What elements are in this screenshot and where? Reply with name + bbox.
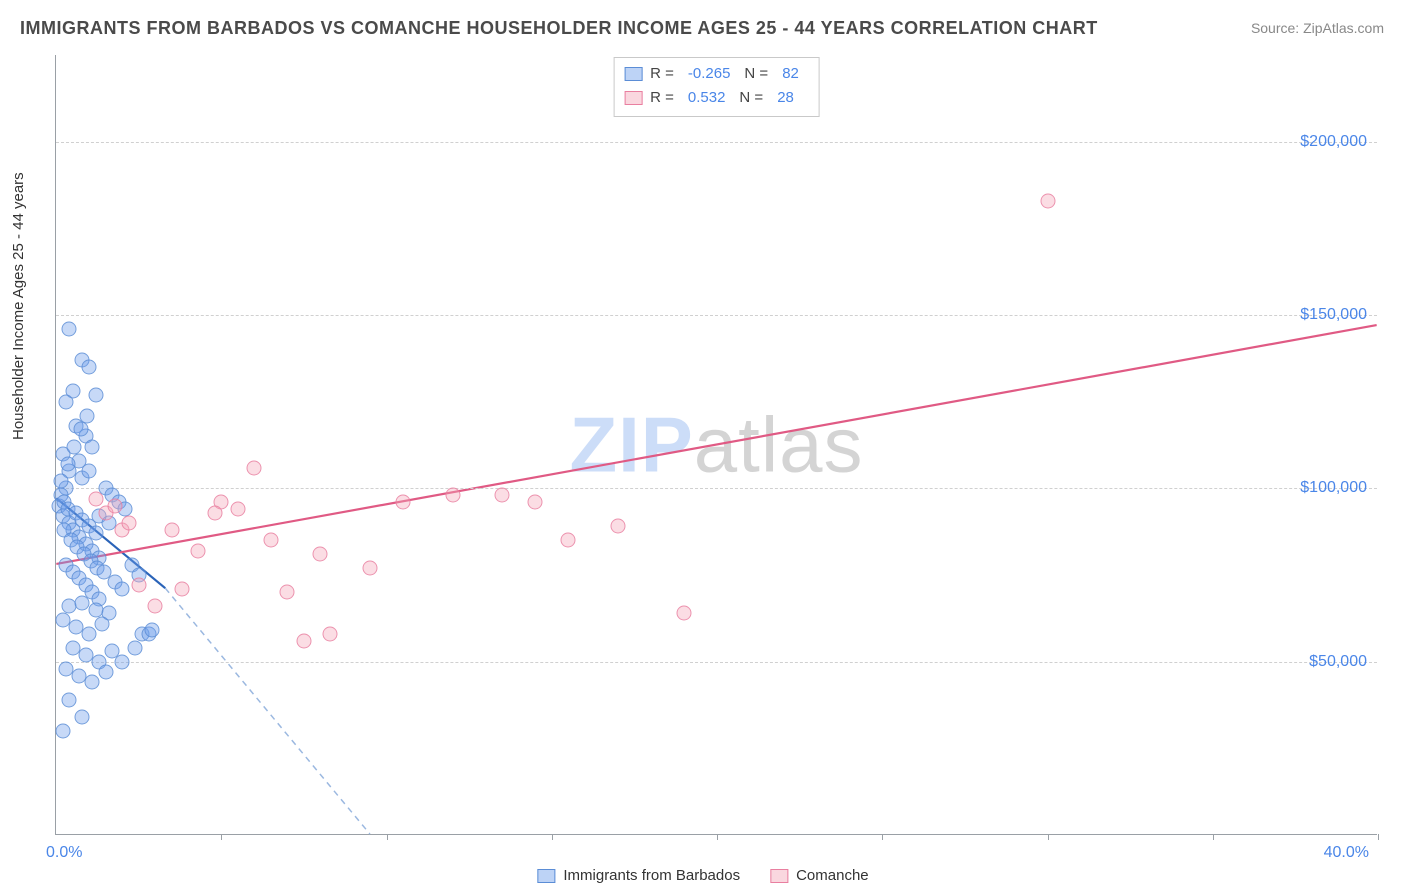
ytick-label: $150,000 — [1300, 306, 1367, 324]
ytick-label: $200,000 — [1300, 133, 1367, 151]
gridline — [56, 315, 1377, 316]
xtick — [1213, 834, 1214, 840]
data-point — [174, 581, 189, 596]
r-value-pink: 0.532 — [682, 86, 732, 110]
data-point — [396, 495, 411, 510]
x-min-label: 0.0% — [46, 844, 82, 862]
gridline — [56, 488, 1377, 489]
data-point — [144, 623, 159, 638]
data-point — [85, 675, 100, 690]
r-label: R = — [650, 62, 674, 86]
xtick — [387, 834, 388, 840]
data-point — [207, 505, 222, 520]
data-point — [362, 561, 377, 576]
data-point — [82, 360, 97, 375]
watermark: ZIPatlas — [569, 399, 863, 490]
legend-label-pink: Comanche — [796, 867, 869, 884]
data-point — [62, 692, 77, 707]
legend-row-blue: R = -0.265 N = 82 — [624, 62, 805, 86]
n-label: N = — [744, 62, 768, 86]
xtick — [1048, 834, 1049, 840]
data-point — [60, 457, 75, 472]
data-point — [85, 439, 100, 454]
trendline-extrapolated — [165, 588, 370, 834]
legend-label-blue: Immigrants from Barbados — [563, 867, 740, 884]
data-point — [263, 533, 278, 548]
r-label: R = — [650, 86, 674, 110]
data-point — [148, 599, 163, 614]
plot-area: ZIPatlas R = -0.265 N = 82 R = 0.532 N =… — [55, 55, 1377, 835]
xtick — [1378, 834, 1379, 840]
trendline — [56, 325, 1376, 564]
data-point — [108, 498, 123, 513]
data-point — [88, 526, 103, 541]
gridline — [56, 662, 1377, 663]
r-value-blue: -0.265 — [682, 62, 737, 86]
watermark-zip: ZIP — [569, 400, 693, 488]
xtick — [221, 834, 222, 840]
legend-item-pink: Comanche — [770, 867, 869, 884]
data-point — [55, 724, 70, 739]
n-value-blue: 82 — [776, 62, 805, 86]
correlation-legend: R = -0.265 N = 82 R = 0.532 N = 28 — [613, 57, 820, 117]
data-point — [88, 491, 103, 506]
data-point — [88, 387, 103, 402]
data-point — [131, 578, 146, 593]
data-point — [610, 519, 625, 534]
chart-title: IMMIGRANTS FROM BARBADOS VS COMANCHE HOU… — [20, 18, 1098, 39]
source-attribution: Source: ZipAtlas.com — [1251, 20, 1384, 36]
data-point — [676, 606, 691, 621]
data-point — [115, 581, 130, 596]
data-point — [82, 464, 97, 479]
gridline — [56, 142, 1377, 143]
n-value-pink: 28 — [771, 86, 800, 110]
data-point — [95, 616, 110, 631]
ytick-label: $50,000 — [1309, 653, 1367, 671]
data-point — [96, 564, 111, 579]
swatch-blue — [537, 869, 555, 883]
data-point — [495, 488, 510, 503]
data-point — [164, 522, 179, 537]
watermark-atlas: atlas — [694, 400, 864, 488]
trend-lines-svg — [56, 55, 1377, 834]
data-point — [53, 474, 68, 489]
series-legend: Immigrants from Barbados Comanche — [537, 867, 868, 884]
data-point — [80, 408, 95, 423]
data-point — [58, 394, 73, 409]
data-point — [82, 626, 97, 641]
swatch-blue — [624, 67, 642, 81]
x-max-label: 40.0% — [1324, 844, 1369, 862]
ytick-label: $100,000 — [1300, 479, 1367, 497]
data-point — [1040, 193, 1055, 208]
swatch-pink — [770, 869, 788, 883]
data-point — [296, 633, 311, 648]
data-point — [191, 543, 206, 558]
data-point — [73, 422, 88, 437]
data-point — [128, 640, 143, 655]
data-point — [247, 460, 262, 475]
data-point — [115, 654, 130, 669]
data-point — [75, 710, 90, 725]
xtick — [882, 834, 883, 840]
data-point — [561, 533, 576, 548]
legend-row-pink: R = 0.532 N = 28 — [624, 86, 805, 110]
swatch-pink — [624, 91, 642, 105]
data-point — [323, 626, 338, 641]
n-label: N = — [739, 86, 763, 110]
data-point — [121, 516, 136, 531]
data-point — [230, 502, 245, 517]
xtick — [717, 834, 718, 840]
y-axis-label: Householder Income Ages 25 - 44 years — [10, 172, 27, 440]
data-point — [67, 439, 82, 454]
xtick — [552, 834, 553, 840]
data-point — [62, 321, 77, 336]
legend-item-blue: Immigrants from Barbados — [537, 867, 740, 884]
data-point — [313, 547, 328, 562]
data-point — [528, 495, 543, 510]
data-point — [280, 585, 295, 600]
data-point — [98, 665, 113, 680]
data-point — [445, 488, 460, 503]
